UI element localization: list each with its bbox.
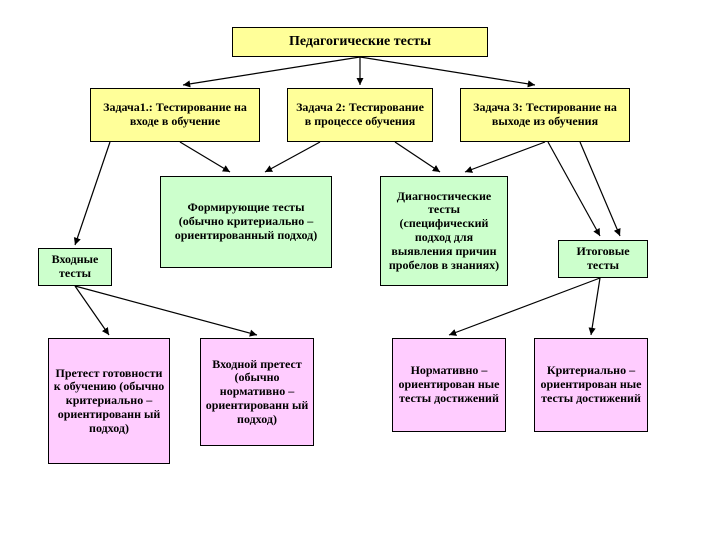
box-inpre: Входной претест (обычно нормативно – ори… — [200, 338, 314, 446]
box-pretest: Претест готовности к обучению (обычно кр… — [48, 338, 170, 464]
arrow — [75, 286, 257, 335]
box-form: Формирующие тесты (обычно критериально –… — [160, 176, 332, 268]
box-norm: Нормативно – ориентирован ные тесты дост… — [392, 338, 506, 432]
arrow — [449, 278, 600, 335]
arrow — [548, 142, 600, 236]
arrow — [465, 142, 545, 172]
box-task2: Задача 2: Тестирование в процессе обучен… — [287, 88, 433, 142]
arrow — [395, 142, 440, 172]
arrow — [580, 142, 620, 236]
box-task1: Задача1.: Тестирование на входе в обучен… — [90, 88, 260, 142]
arrow — [75, 142, 110, 245]
box-final: Итоговые тесты — [558, 240, 648, 278]
arrow — [183, 57, 360, 85]
box-crit: Критериально – ориентирован ные тесты до… — [534, 338, 648, 432]
arrow — [265, 142, 320, 172]
box-title: Педагогические тесты — [232, 27, 488, 57]
box-diag: Диагностические тесты (специфический под… — [380, 176, 508, 286]
box-task3: Задача 3: Тестирование на выходе из обуч… — [460, 88, 630, 142]
arrow — [180, 142, 230, 172]
box-entry: Входные тесты — [38, 248, 112, 286]
arrow — [591, 278, 600, 335]
arrow — [360, 57, 535, 85]
